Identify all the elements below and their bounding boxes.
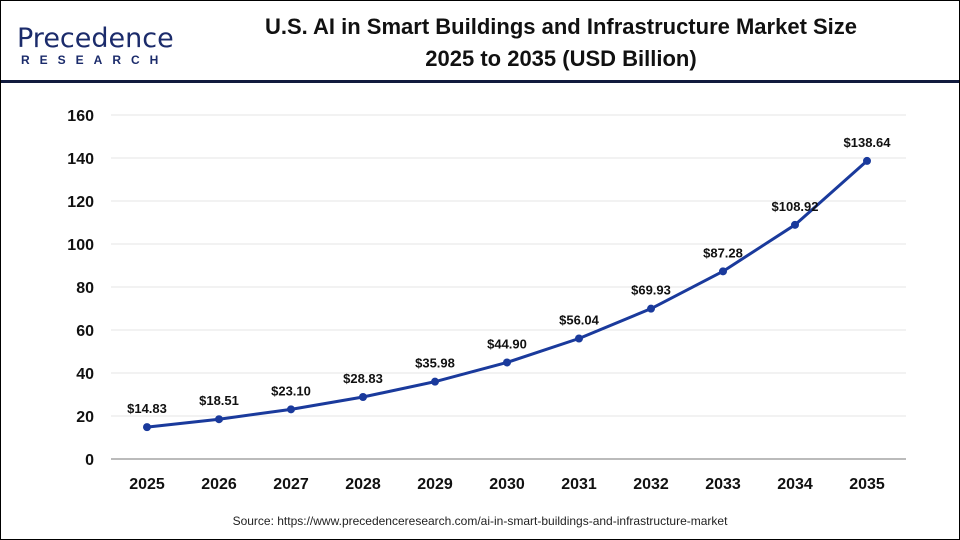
y-tick-label: 20 <box>76 409 94 426</box>
data-label: $18.51 <box>199 393 239 408</box>
x-tick-label: 2025 <box>129 476 165 493</box>
data-point <box>503 358 511 367</box>
data-point <box>359 393 367 402</box>
data-label: $69.93 <box>631 283 671 298</box>
x-tick-label: 2033 <box>705 476 741 493</box>
y-tick-label: 100 <box>67 237 94 254</box>
data-label: $14.83 <box>127 401 167 416</box>
header-divider <box>1 80 959 83</box>
y-tick-label: 60 <box>76 323 94 340</box>
data-label: $44.90 <box>487 336 527 351</box>
y-tick-label: 0 <box>85 452 94 469</box>
data-point <box>647 304 655 313</box>
data-point <box>575 334 583 343</box>
x-tick-label: 2028 <box>345 476 381 493</box>
data-label: $23.10 <box>271 383 311 398</box>
data-point <box>863 156 871 165</box>
data-point <box>143 423 151 432</box>
y-tick-label: 120 <box>67 194 94 211</box>
data-label: $87.28 <box>703 245 743 260</box>
title-line2: 2025 to 2035 (USD Billion) <box>425 46 697 71</box>
logo-line1: Precedence <box>17 23 174 54</box>
y-tick-label: 140 <box>67 151 94 168</box>
title-line1: U.S. AI in Smart Buildings and Infrastru… <box>264 14 858 39</box>
data-label: $108.92 <box>772 199 819 214</box>
y-tick-label: 80 <box>76 280 94 297</box>
x-tick-label: 2032 <box>633 476 669 493</box>
data-label: $138.64 <box>844 135 892 150</box>
data-label: $35.98 <box>415 356 455 371</box>
data-point <box>287 405 295 414</box>
data-point <box>719 267 727 276</box>
source-text: Source: https://www.precedenceresearch.c… <box>232 514 728 528</box>
x-tick-label: 2027 <box>273 476 309 493</box>
x-tick-label: 2029 <box>417 476 453 493</box>
chart-title: U.S. AI in Smart Buildings and Infrastru… <box>211 11 911 75</box>
data-point <box>791 220 799 229</box>
logo-line2: RESEARCH <box>21 53 169 67</box>
data-label: $28.83 <box>343 371 383 386</box>
data-point <box>431 377 439 386</box>
data-label: $56.04 <box>559 313 600 328</box>
logo: Precedence RESEARCH <box>17 23 174 67</box>
x-tick-label: 2031 <box>561 476 597 493</box>
y-tick-label: 40 <box>76 366 94 383</box>
data-point <box>215 415 223 424</box>
x-tick-label: 2034 <box>777 476 813 493</box>
x-tick-label: 2030 <box>489 476 525 493</box>
x-tick-label: 2035 <box>849 476 885 493</box>
y-tick-label: 160 <box>67 108 94 125</box>
x-tick-label: 2026 <box>201 476 237 493</box>
